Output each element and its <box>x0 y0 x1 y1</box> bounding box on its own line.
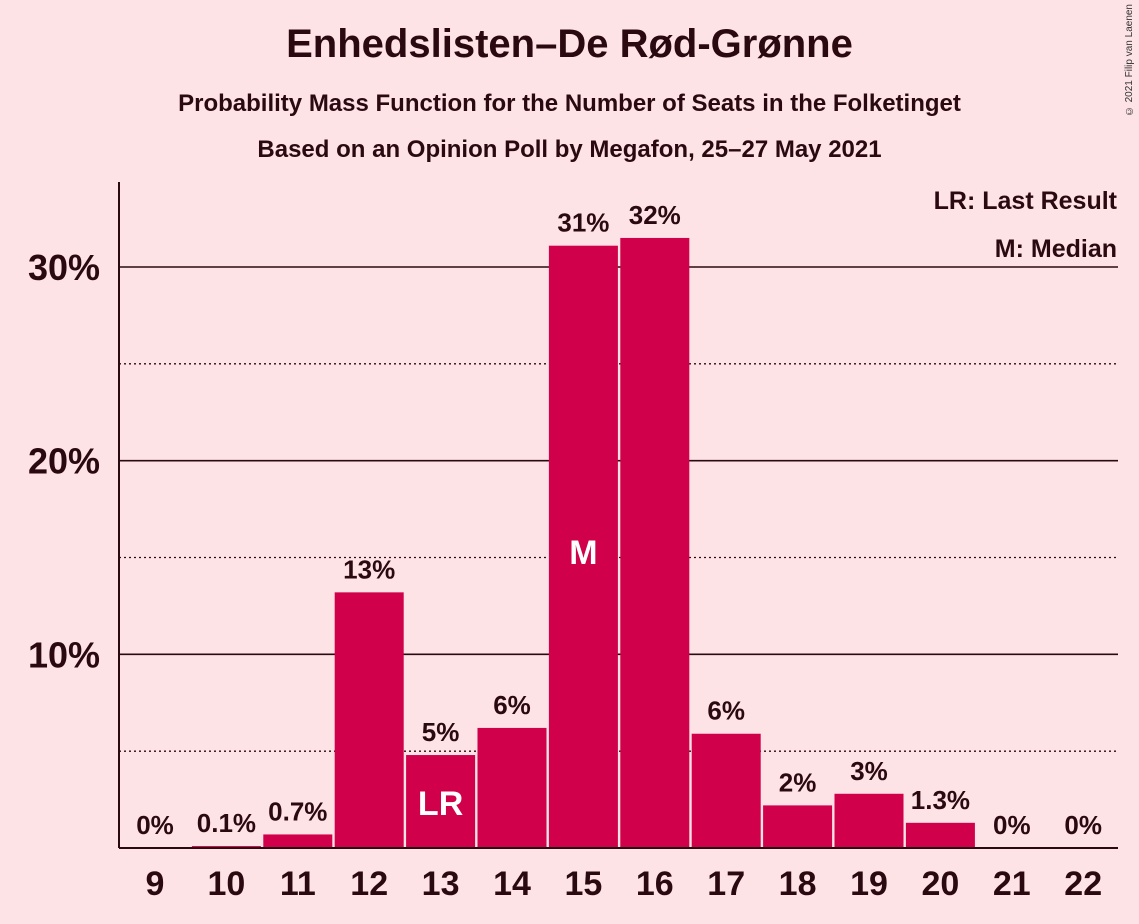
data-label: 31% <box>557 208 609 238</box>
x-tick-label: 11 <box>280 865 316 903</box>
x-tick-label: 12 <box>350 865 388 903</box>
x-tick-label: 9 <box>146 865 165 903</box>
x-tick-label: 15 <box>564 865 602 903</box>
data-label: 0% <box>993 810 1031 840</box>
bar <box>477 727 547 848</box>
data-label-bg <box>627 197 683 232</box>
data-label: 13% <box>343 554 395 584</box>
data-label: 5% <box>422 717 460 747</box>
x-tick-label: 22 <box>1064 865 1102 903</box>
chart-subtitle: Probability Mass Function for the Number… <box>178 90 961 117</box>
x-tick-label: 20 <box>921 865 959 903</box>
data-label: 32% <box>629 200 681 230</box>
x-tick-label: 14 <box>493 865 531 903</box>
data-label: 6% <box>707 696 745 726</box>
bar <box>691 733 761 848</box>
data-label: 6% <box>493 690 531 720</box>
x-tick-label: 13 <box>422 865 460 903</box>
chart-title: Enhedslisten–De Rød-Grønne <box>286 22 853 66</box>
legend-entry: LR: Last Result <box>934 187 1118 215</box>
data-label: 0.1% <box>197 808 256 838</box>
x-tick-label: 21 <box>993 865 1031 903</box>
bar <box>905 822 975 848</box>
x-tick-label: 17 <box>707 865 745 903</box>
data-label: 0.7% <box>268 796 327 826</box>
bar <box>834 793 904 848</box>
y-tick-label: 20% <box>28 441 100 482</box>
x-tick-label: 18 <box>779 865 817 903</box>
x-tick-label: 16 <box>636 865 674 903</box>
data-label: 2% <box>779 767 817 797</box>
data-label: 0% <box>1064 810 1102 840</box>
data-label: 0% <box>136 810 174 840</box>
data-label: 3% <box>850 756 888 786</box>
bar <box>334 592 404 848</box>
x-tick-label: 10 <box>207 865 245 903</box>
chart-subtitle-source: Based on an Opinion Poll by Megafon, 25–… <box>257 136 882 163</box>
bar-marker-lr: LR <box>418 785 463 823</box>
bar-marker-m: M <box>569 534 597 572</box>
data-label-bg <box>555 205 611 240</box>
bar <box>548 245 618 849</box>
legend-entry: M: Median <box>995 235 1117 263</box>
bar <box>263 834 333 848</box>
y-tick-label: 10% <box>28 634 100 675</box>
bar <box>620 237 690 848</box>
y-tick-label: 30% <box>28 247 100 288</box>
data-label: 1.3% <box>911 785 970 815</box>
bar <box>406 755 476 848</box>
bar <box>763 805 833 848</box>
x-tick-label: 19 <box>850 865 888 903</box>
